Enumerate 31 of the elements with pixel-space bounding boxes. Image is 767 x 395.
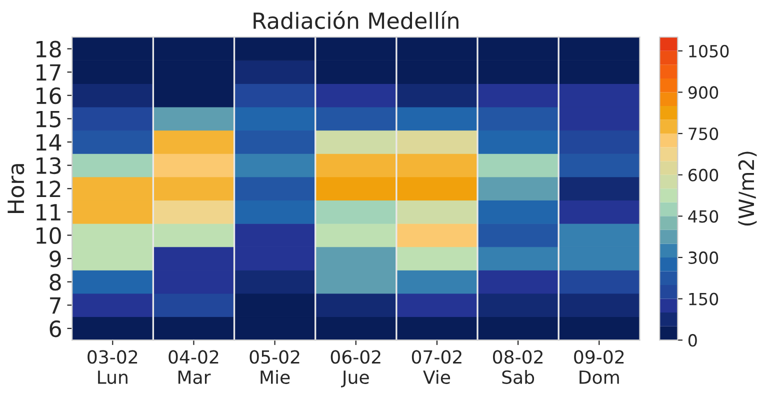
color-bar-label: 900 bbox=[688, 86, 718, 99]
y-tick-label: 9 bbox=[50, 250, 61, 268]
color-bar-label: 750 bbox=[688, 127, 718, 140]
x-tick-label: 08-02 Sab bbox=[493, 350, 542, 384]
y-tick-label: 12 bbox=[36, 180, 60, 198]
y-tick-label: 16 bbox=[36, 87, 61, 104]
y-tick-label: 8 bbox=[50, 274, 61, 291]
y-tick-label: 18 bbox=[36, 40, 61, 58]
y-tick-label: 11 bbox=[36, 204, 60, 220]
x-tick-label: 04-02 Mar bbox=[168, 350, 218, 384]
color-bar-label: 0 bbox=[688, 334, 697, 347]
x-tick-label: 06-02 Jue bbox=[330, 350, 380, 388]
x-tick-label: 09-02 Dom bbox=[574, 350, 624, 384]
color-bar-title: (W/m2) bbox=[738, 152, 757, 226]
x-tick-label: 03-02 Lun bbox=[88, 350, 138, 384]
y-tick-label: 15 bbox=[36, 110, 60, 128]
y-tick-label: 14 bbox=[36, 134, 62, 150]
y-tick-label: 10 bbox=[36, 227, 61, 244]
y-axis-title: Hora bbox=[8, 164, 24, 213]
color-bar-label: 600 bbox=[688, 168, 718, 182]
chart-title: Radiación Medellín bbox=[254, 11, 458, 30]
color-bar-label: 1050 bbox=[689, 44, 729, 58]
y-tick-label: 17 bbox=[36, 64, 60, 81]
color-bar-label: 150 bbox=[689, 292, 718, 306]
color-bar-label: 300 bbox=[688, 251, 718, 264]
x-tick-label: 07-02 Vie bbox=[412, 350, 462, 384]
y-tick-label: 7 bbox=[50, 297, 60, 314]
y-tick-label: 13 bbox=[36, 157, 61, 174]
x-tick-label: 05-02 Mie bbox=[250, 350, 300, 384]
y-tick-label: 6 bbox=[50, 320, 61, 338]
color-bar-label: 450 bbox=[688, 210, 718, 223]
